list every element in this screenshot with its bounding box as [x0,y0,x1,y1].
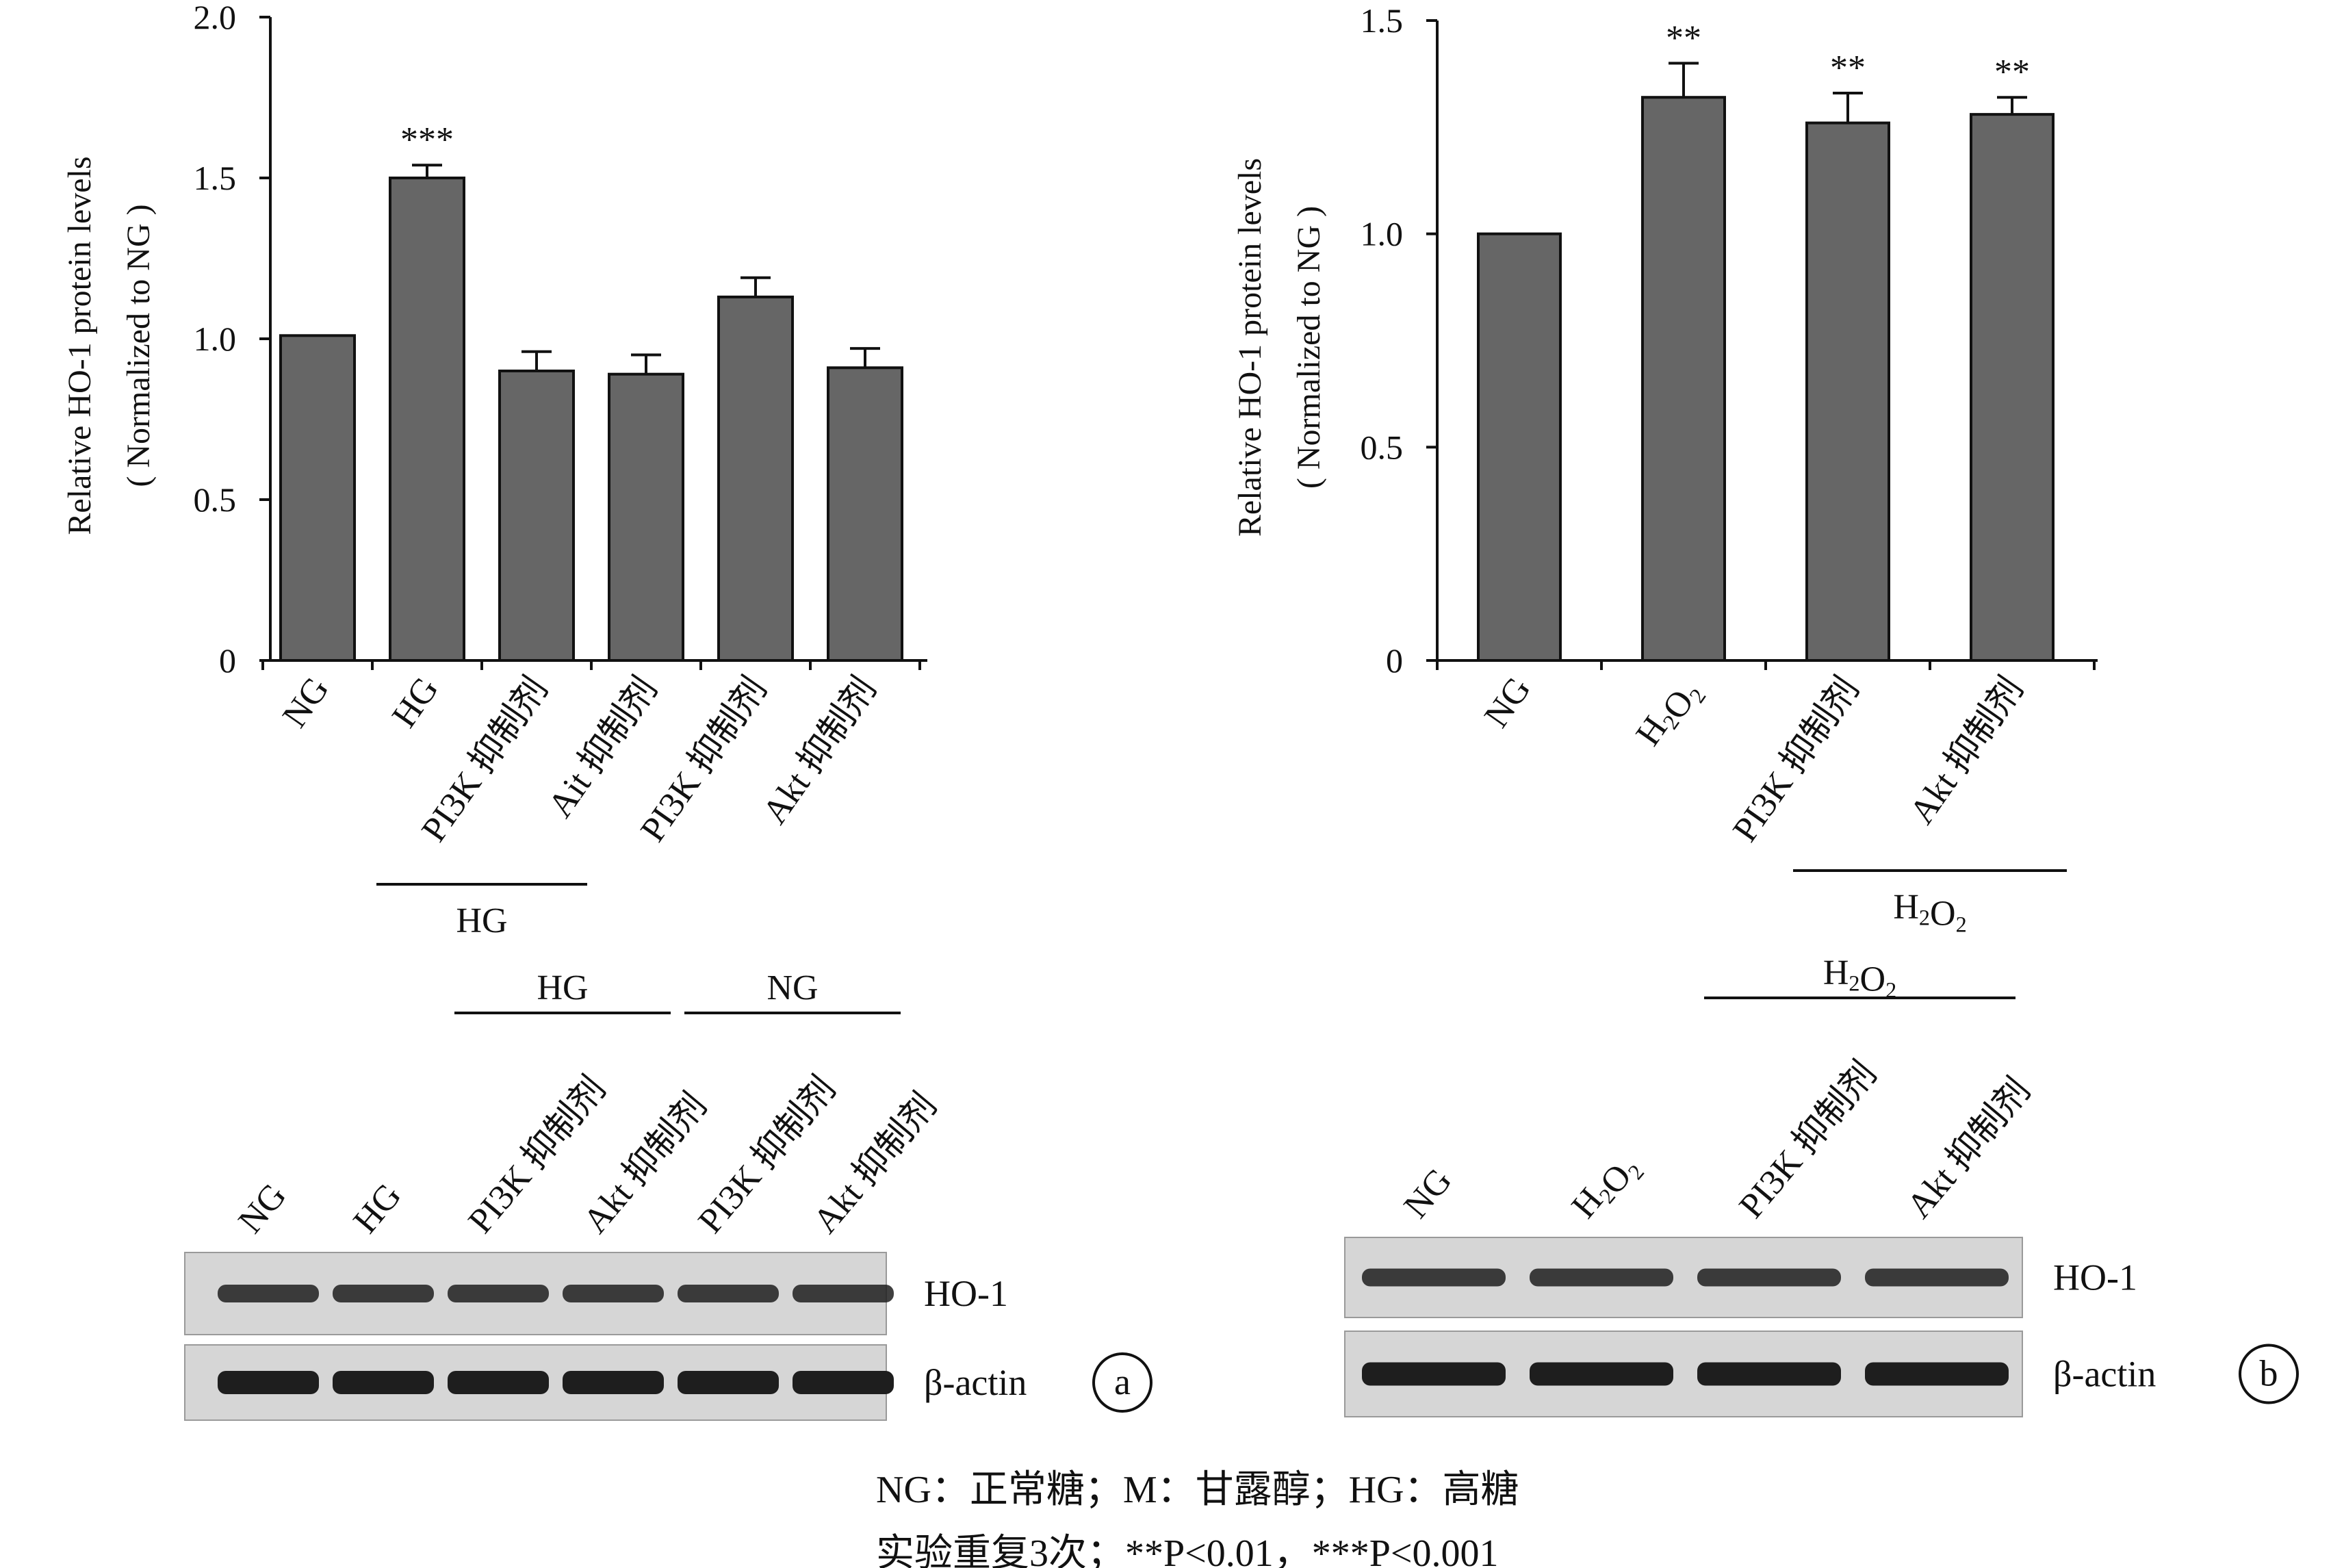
chart-b: 0 0.5 1.0 1.5 NG ** H2O2 ** PI3K 抑制剂 ** Akt 抑制剂 Rel… [1232,1,2098,936]
bar [1477,232,1562,662]
y-tick-label: 2.0 [194,0,237,36]
ho1-band [563,1285,664,1302]
lane-label: HG [346,1177,409,1241]
note-line-1: NG：正常糖；M：甘露醇；HG：高糖 [876,1469,1519,1511]
category-label: NG [275,670,337,734]
blot-group-label: NG [767,968,818,1007]
actin-band [1697,1362,1841,1386]
bar [279,334,356,662]
lane-label: PI3K 抑制剂 [1732,1055,1885,1226]
significance-label: ** [1830,49,1866,88]
y-axis-label: ( Normalized to NG ) [1291,206,1327,489]
panel-letter: a [1114,1361,1131,1402]
y-axis-label: ( Normalized to NG ) [120,204,157,487]
actin-band [793,1371,894,1394]
y-tick-label: 1.5 [1361,1,1404,40]
blot-group-label: H2O2 [1823,953,1896,1002]
bar [1970,113,2055,662]
ho1-band [1697,1268,1841,1287]
category-label: Akt 抑制剂 [1902,670,2031,831]
y-tick-label: 1.0 [194,320,237,358]
panel-letter-circle [2239,1344,2299,1404]
blot-row-label: HO-1 [924,1273,1008,1314]
bar [717,295,794,662]
note-line-2: 实验重复3次；**P<0.01，***P<0.001 [876,1532,1498,1568]
group-bracket-label: HG [456,901,507,940]
ho1-band [448,1285,549,1302]
actin-band [333,1371,434,1394]
blot-b: HO-1 β-actin b NG H2O2 PI3K 抑制剂 Akt 抑制剂 H2O2 [1344,953,2299,1417]
y-tick-label: 0.5 [1361,428,1404,466]
actin-band [1362,1362,1506,1386]
category-label: Ait 抑制剂 [541,670,665,825]
category-label: H2O2 [1629,670,1711,758]
actin-band [1865,1362,2009,1386]
y-tick-label: 1.0 [1361,215,1404,253]
group-bracket-label: H2O2 [1893,888,1966,936]
actin-band [1530,1362,1673,1386]
bar [1641,96,1726,662]
ho1-band [1530,1268,1673,1287]
blot-row-label: HO-1 [2053,1257,2137,1298]
bar [498,370,575,662]
ho1-band [793,1285,894,1302]
ho1-band [1362,1268,1506,1287]
category-label: PI3K 抑制剂 [1725,670,1867,849]
figure-notes: NG：正常糖；M：甘露醇；HG：高糖 实验重复3次；**P<0.01，***P<… [876,1469,1519,1568]
significance-label: *** [400,120,454,159]
category-label: Akt 抑制剂 [755,670,884,831]
lane-label: Akt 抑制剂 [1900,1071,2038,1226]
blot-row-label: β-actin [2053,1354,2156,1395]
actin-band [678,1371,779,1394]
blot-row-label: β-actin [924,1362,1027,1403]
panel-letter-circle [1092,1352,1152,1413]
actin-band [218,1371,319,1394]
ho1-band [218,1285,319,1302]
bar [1805,121,1890,663]
y-tick-label: 0 [1386,641,1403,680]
blot-group-label: HG [537,968,588,1007]
category-label: HG [385,670,446,734]
actin-band [448,1371,549,1394]
y-axis-label: Relative HO-1 protein levels [62,156,98,535]
ho1-band [678,1285,779,1302]
y-tick-label: 0 [219,641,236,680]
category-label: NG [1477,670,1538,734]
lane-label: NG [231,1177,294,1241]
lane-label: H2O2 [1564,1144,1649,1232]
bar [389,177,465,662]
y-tick-label: 0.5 [194,480,237,519]
ho1-band [333,1285,434,1302]
y-tick-label: 1.5 [194,159,237,197]
ho1-band [1865,1268,2009,1287]
y-axis-label: Relative HO-1 protein levels [1232,158,1268,537]
panel-letter: b [2260,1353,2278,1394]
actin-band [563,1371,664,1394]
lane-label: NG [1397,1161,1460,1226]
significance-label: ** [1666,18,1701,57]
significance-label: ** [1994,53,2030,92]
bar [827,366,903,662]
bar [608,372,684,662]
